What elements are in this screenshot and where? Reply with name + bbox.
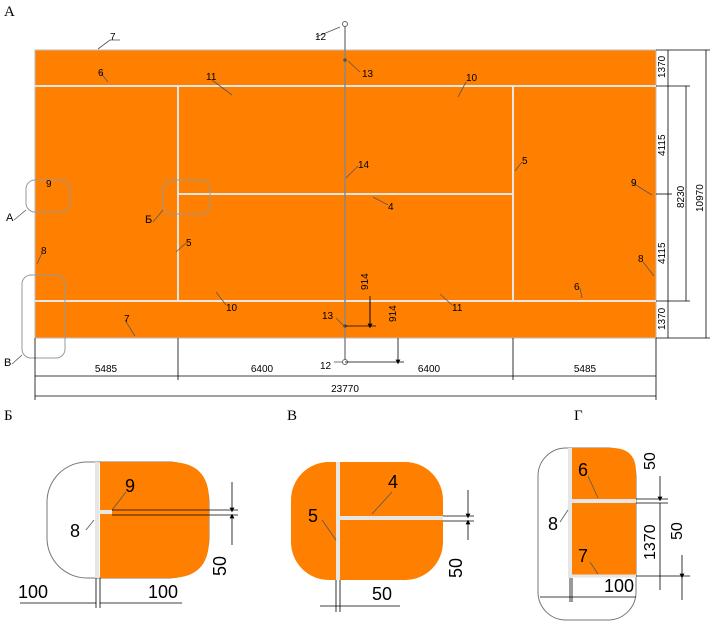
detail-v: 5 4 50 50 bbox=[291, 462, 474, 612]
dim-5485-left: 5485 bbox=[95, 364, 118, 375]
detail-b-label-8: 8 bbox=[70, 521, 80, 541]
callout-ring-b bbox=[162, 179, 211, 215]
singles-stick-top bbox=[343, 58, 347, 62]
label-10-top: 10 bbox=[466, 73, 478, 84]
detail-v-label-5: 5 bbox=[308, 506, 318, 526]
callout-a-label: А bbox=[6, 212, 14, 224]
detail-v-dim-50-horizontal: 50 bbox=[372, 584, 392, 604]
detail-g-dim-100: 100 bbox=[604, 576, 634, 596]
label-11-top: 11 bbox=[206, 72, 217, 83]
label-9-left: 9 bbox=[46, 179, 52, 190]
dim-8230: 8230 bbox=[676, 185, 687, 208]
callout-b-label: Б bbox=[145, 214, 152, 226]
detail-g-court bbox=[572, 448, 636, 575]
detail-g-label-7: 7 bbox=[578, 546, 588, 566]
label-10-bottom: 10 bbox=[226, 303, 238, 314]
right-dims: 1370 4115 4115 1370 8230 10970 bbox=[656, 49, 710, 339]
main-leaders: 7 6 11 10 12 13 14 4 5 5 9 9 8 8 6 10 11… bbox=[36, 26, 655, 372]
dim-4115-lower: 4115 bbox=[657, 242, 668, 264]
detail-b-dim-left: 100 bbox=[18, 582, 48, 602]
label-13-bottom: 13 bbox=[322, 311, 334, 322]
detail-b-dim-right: 100 bbox=[148, 582, 178, 602]
label-8-left: 8 bbox=[41, 246, 47, 257]
detail-b-title: Б bbox=[4, 408, 13, 424]
detail-b-label-9: 9 bbox=[125, 476, 135, 496]
label-9-right: 9 bbox=[631, 178, 637, 189]
label-6-bottom: 6 bbox=[574, 282, 580, 293]
detail-g-dim-50-top: 50 bbox=[642, 452, 659, 470]
net-height-dims: 914 914 bbox=[345, 273, 404, 365]
dim-6400-left: 6400 bbox=[251, 364, 274, 375]
dim-23770: 23770 bbox=[331, 384, 359, 395]
detail-b: 8 9 50 100 100 bbox=[18, 461, 238, 608]
leader-callout-a bbox=[13, 209, 27, 221]
label-12-top: 12 bbox=[315, 32, 327, 43]
label-5-left: 5 bbox=[186, 238, 192, 249]
dim-5485-right: 5485 bbox=[574, 364, 597, 375]
label-14: 14 bbox=[358, 160, 370, 171]
label-12-bottom: 12 bbox=[320, 361, 332, 372]
leader-callout-v bbox=[11, 354, 23, 365]
detail-g-dim-50-lower: 50 bbox=[669, 522, 686, 540]
dim-6400-right: 6400 bbox=[418, 364, 441, 375]
dim-10970: 10970 bbox=[695, 184, 706, 212]
label-4: 4 bbox=[388, 202, 394, 213]
main-court bbox=[34, 21, 657, 365]
leader-callout-b bbox=[152, 209, 164, 223]
label-11-bottom: 11 bbox=[452, 303, 463, 314]
dim-914-b: 914 bbox=[388, 305, 399, 322]
label-7-bottom: 7 bbox=[124, 314, 130, 325]
detail-v-title: В bbox=[287, 408, 297, 424]
view-label-a: А bbox=[4, 4, 15, 20]
detail-b-court bbox=[100, 462, 209, 578]
label-7-top: 7 bbox=[110, 32, 116, 43]
bottom-dims: 5485 6400 6400 5485 23770 bbox=[34, 338, 657, 400]
detail-g-label-6: 6 bbox=[578, 460, 588, 480]
detail-g-title: Г bbox=[574, 408, 583, 424]
detail-v-dim-50-vertical: 50 bbox=[446, 558, 466, 578]
detail-v-label-4: 4 bbox=[388, 472, 398, 492]
label-13-top: 13 bbox=[362, 69, 374, 80]
detail-b-dim-50: 50 bbox=[210, 556, 230, 576]
callout-v-label: В bbox=[4, 357, 11, 369]
detail-g-label-8: 8 bbox=[548, 514, 558, 534]
detail-g-dim-1370: 1370 bbox=[642, 524, 659, 560]
label-5-right: 5 bbox=[522, 156, 528, 167]
dim-1370-bottom: 1370 bbox=[657, 307, 668, 330]
callout-ring-a bbox=[25, 179, 71, 213]
dim-4115-upper: 4115 bbox=[657, 134, 668, 156]
label-6-top: 6 bbox=[98, 68, 104, 79]
net-post-top bbox=[342, 21, 348, 27]
dim-1370-top: 1370 bbox=[657, 55, 668, 78]
label-8-right: 8 bbox=[638, 254, 644, 265]
detail-v-court bbox=[291, 462, 443, 580]
detail-g: 6 7 8 50 1370 50 100 bbox=[537, 447, 690, 621]
callout-ring-v bbox=[21, 274, 66, 359]
dim-914-a: 914 bbox=[360, 273, 371, 290]
